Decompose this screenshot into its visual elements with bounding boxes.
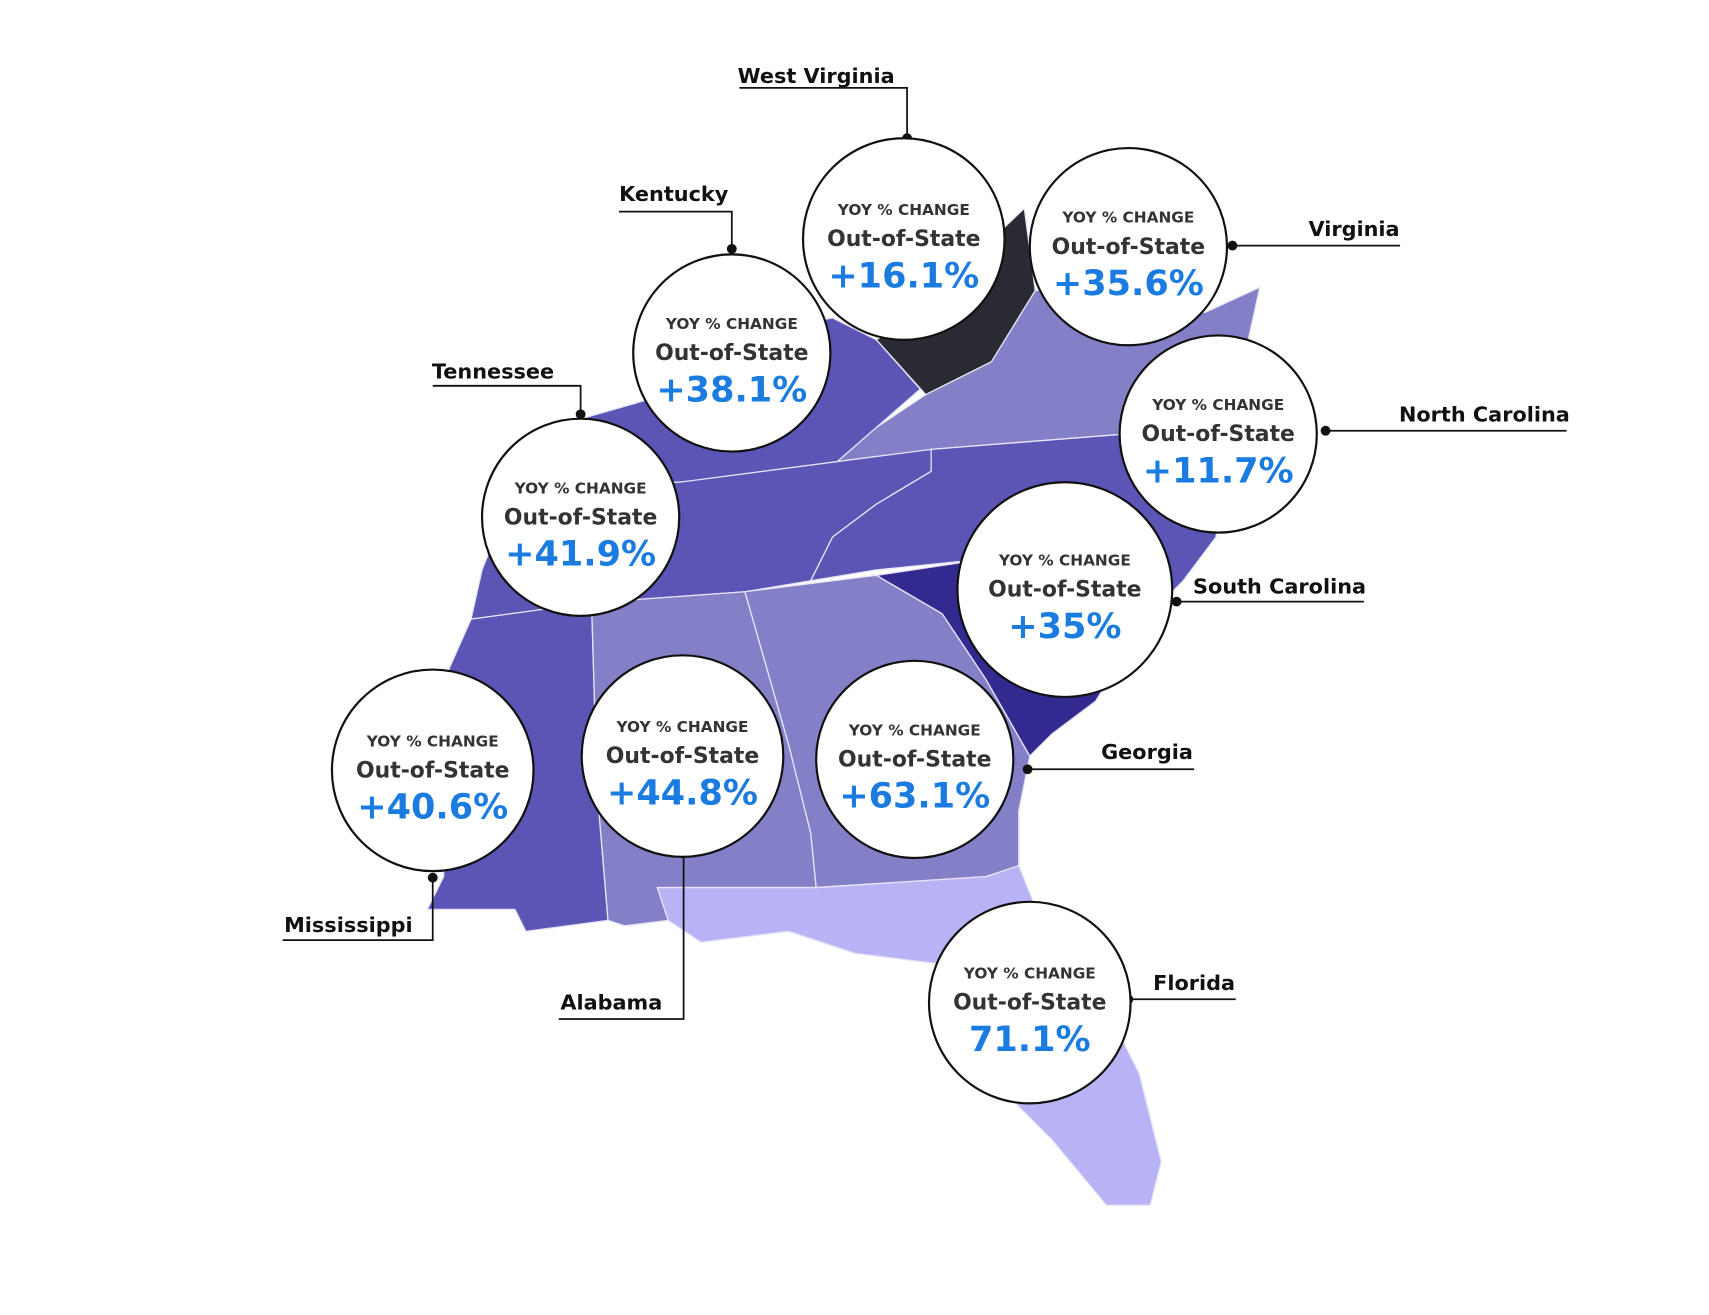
state-callout: North Carolina YOY % CHANGE Out-of-State +1… [1118,334,1570,534]
leader-dot [1171,596,1182,607]
state-name: South Carolina [1193,574,1366,598]
state-name: Alabama [560,991,662,1015]
circle-heading: YOY % CHANGE [837,201,970,219]
circle-metric: Out-of-State [606,744,759,769]
leader-dot [1320,425,1331,436]
circle-value: +63.1% [839,776,990,817]
value-circle [801,137,1006,341]
circle-value: +11.7% [1143,450,1294,491]
state-callout: Mississippi YOY % CHANGE Out-of-State +40.6… [282,668,535,942]
state-callout: Kentucky YOY % CHANGE Out-of-State +38.1% [618,182,832,453]
leader-dot [575,409,586,420]
state-name: Florida [1153,971,1235,995]
circle-heading: YOY % CHANGE [963,965,1096,983]
circle-value: 71.1% [969,1019,1091,1060]
leader-dot [1227,240,1238,251]
circle-heading: YOY % CHANGE [1061,209,1194,227]
state-callout: Alabama YOY % CHANGE Out-of-State +44.8% [558,654,785,1020]
state-name: North Carolina [1399,402,1570,426]
leader-dot [1022,764,1033,775]
circle-value: +38.1% [656,369,807,410]
circle-metric: Out-of-State [1141,422,1294,447]
circle-metric: Out-of-State [827,227,980,252]
circle-value: +16.1% [828,255,979,296]
circle-value: +35% [1008,606,1121,647]
value-circle [1028,146,1229,347]
state-name: West Virginia [738,64,895,88]
leader-line [739,86,908,139]
state-name: Mississippi [284,913,413,937]
circle-value: +41.9% [505,534,656,575]
circle-heading: YOY % CHANGE [616,718,749,736]
circle-metric: Out-of-State [988,578,1141,603]
circle-metric: Out-of-State [1052,235,1205,260]
state-callout: Georgia YOY % CHANGE Out-of-State +63.1% [815,659,1195,860]
state-callout: South Carolina YOY % CHANGE Out-of-State +3… [956,481,1366,699]
circle-metric: Out-of-State [655,341,808,366]
circle-heading: YOY % CHANGE [1151,396,1284,414]
state-name: Kentucky [619,182,729,206]
state-callout: Virginia YOY % CHANGE Out-of-State +35.6% [1028,146,1401,347]
leader-line [558,838,685,1020]
circle-heading: YOY % CHANGE [514,479,647,497]
leader-dot [427,872,438,883]
state-callout: Florida YOY % CHANGE Out-of-State 71.1% [927,900,1236,1105]
leader-line [282,877,434,942]
value-circle [580,654,785,858]
value-circle [927,900,1132,1105]
circle-heading: YOY % CHANGE [366,732,499,750]
circle-value: +40.6% [357,787,508,828]
circle-metric: Out-of-State [356,758,509,783]
leader-line [618,210,733,249]
circle-metric: Out-of-State [953,991,1106,1016]
circle-heading: YOY % CHANGE [848,721,981,739]
state-callout: West Virginia YOY % CHANGE Out-of-State +16… [738,64,1006,341]
circle-value: +44.8% [607,772,758,813]
circle-heading: YOY % CHANGE [998,552,1131,570]
state-name: Tennessee [432,360,554,384]
value-circle [480,417,681,617]
leader-dot [726,243,737,254]
state-name: Georgia [1101,740,1193,764]
state-name: Virginia [1308,217,1399,241]
leader-line [432,384,582,415]
value-circle [330,668,535,873]
value-circle [815,659,1015,860]
circle-metric: Out-of-State [504,505,657,530]
state-callout: Tennessee YOY % CHANGE Out-of-State +41.9% [432,360,681,617]
circle-heading: YOY % CHANGE [665,315,798,333]
callouts: West Virginia YOY % CHANGE Out-of-State +16… [282,64,1570,1105]
value-circle [956,481,1174,699]
circle-metric: Out-of-State [838,747,991,772]
value-circle [1118,334,1318,534]
value-circle [632,253,832,453]
circle-value: +35.6% [1053,263,1204,304]
